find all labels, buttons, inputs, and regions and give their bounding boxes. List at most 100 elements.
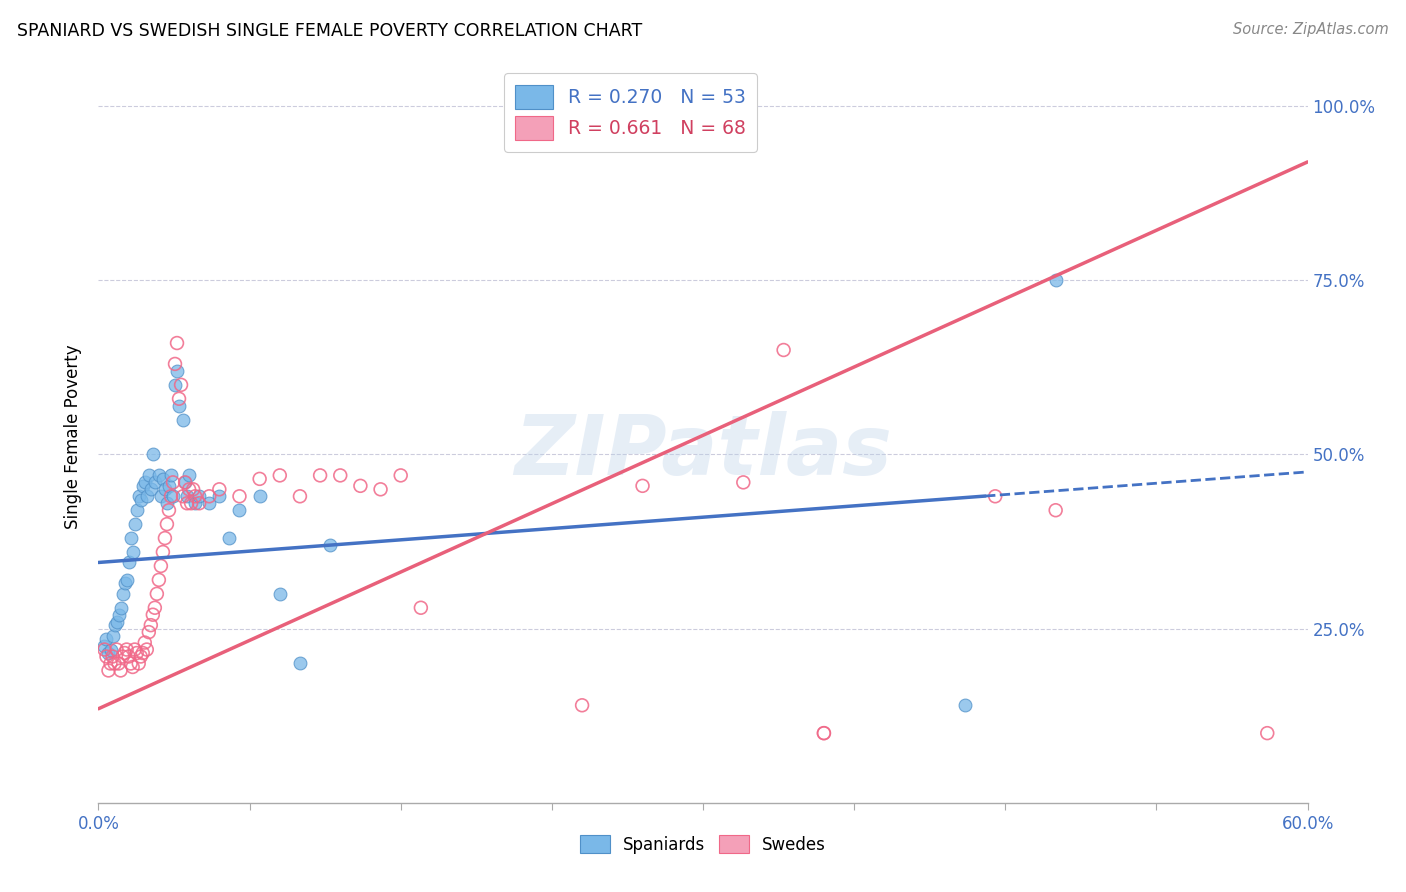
Point <box>269 468 291 483</box>
Point <box>188 496 211 510</box>
Point <box>166 336 188 351</box>
Point <box>772 343 794 357</box>
Point <box>110 600 132 615</box>
Point <box>138 468 160 483</box>
Point <box>349 479 371 493</box>
Point <box>1256 726 1278 740</box>
Point <box>129 492 152 507</box>
Point <box>120 531 142 545</box>
Point <box>115 642 138 657</box>
Point <box>110 664 132 678</box>
Point <box>163 377 186 392</box>
Point <box>172 412 194 426</box>
Point <box>208 489 231 503</box>
Point <box>139 483 162 497</box>
Point <box>1045 273 1067 287</box>
Point <box>167 399 190 413</box>
Point <box>111 649 134 664</box>
Point <box>269 587 291 601</box>
Point <box>97 664 120 678</box>
Point <box>103 657 125 671</box>
Point <box>128 489 150 503</box>
Legend: Spaniards, Swedes: Spaniards, Swedes <box>574 829 832 860</box>
Point <box>143 475 166 490</box>
Point <box>153 531 176 545</box>
Point <box>105 615 128 629</box>
Text: ZIPatlas: ZIPatlas <box>515 411 891 492</box>
Point <box>631 479 654 493</box>
Point <box>162 475 184 490</box>
Point <box>174 475 197 490</box>
Point <box>125 646 148 660</box>
Point <box>101 629 124 643</box>
Point <box>329 468 352 483</box>
Point <box>128 657 150 671</box>
Point <box>184 489 207 503</box>
Point <box>125 503 148 517</box>
Point <box>184 496 207 510</box>
Point <box>138 625 160 640</box>
Point <box>389 468 412 483</box>
Point <box>156 517 179 532</box>
Point <box>319 538 342 552</box>
Point <box>153 483 176 497</box>
Point <box>96 649 118 664</box>
Point <box>134 635 156 649</box>
Point <box>733 475 755 490</box>
Point <box>111 587 134 601</box>
Point <box>309 468 332 483</box>
Point <box>571 698 593 713</box>
Point <box>129 649 152 664</box>
Point <box>288 657 311 671</box>
Point <box>118 649 141 664</box>
Point <box>115 573 138 587</box>
Point <box>160 468 183 483</box>
Point <box>132 479 155 493</box>
Point <box>100 657 122 671</box>
Point <box>142 448 165 462</box>
Point <box>160 489 183 503</box>
Point <box>984 489 1007 503</box>
Point <box>135 642 157 657</box>
Point <box>149 558 172 573</box>
Point <box>157 479 180 493</box>
Point <box>142 607 165 622</box>
Point <box>409 600 432 615</box>
Point <box>121 660 143 674</box>
Point <box>218 531 240 545</box>
Point <box>93 642 115 657</box>
Y-axis label: Single Female Poverty: Single Female Poverty <box>65 345 83 529</box>
Point <box>114 576 136 591</box>
Point <box>107 607 129 622</box>
Text: SPANIARD VS SWEDISH SINGLE FEMALE POVERTY CORRELATION CHART: SPANIARD VS SWEDISH SINGLE FEMALE POVERT… <box>17 22 643 40</box>
Point <box>208 483 231 497</box>
Point <box>93 639 115 653</box>
Point <box>174 475 197 490</box>
Point <box>120 657 142 671</box>
Point <box>170 377 193 392</box>
Point <box>97 646 120 660</box>
Point <box>181 483 204 497</box>
Point <box>188 489 211 503</box>
Point <box>135 489 157 503</box>
Point <box>101 649 124 664</box>
Point <box>100 642 122 657</box>
Point <box>163 357 186 371</box>
Point <box>176 489 198 503</box>
Point <box>166 364 188 378</box>
Point <box>179 483 201 497</box>
Point <box>114 646 136 660</box>
Point <box>152 545 174 559</box>
Point <box>813 726 835 740</box>
Point <box>105 642 128 657</box>
Point <box>162 489 184 503</box>
Point <box>198 496 221 510</box>
Point <box>107 657 129 671</box>
Point <box>143 600 166 615</box>
Point <box>134 475 156 490</box>
Point <box>148 573 170 587</box>
Point <box>953 698 976 713</box>
Point <box>179 468 201 483</box>
Point <box>228 489 250 503</box>
Point <box>121 545 143 559</box>
